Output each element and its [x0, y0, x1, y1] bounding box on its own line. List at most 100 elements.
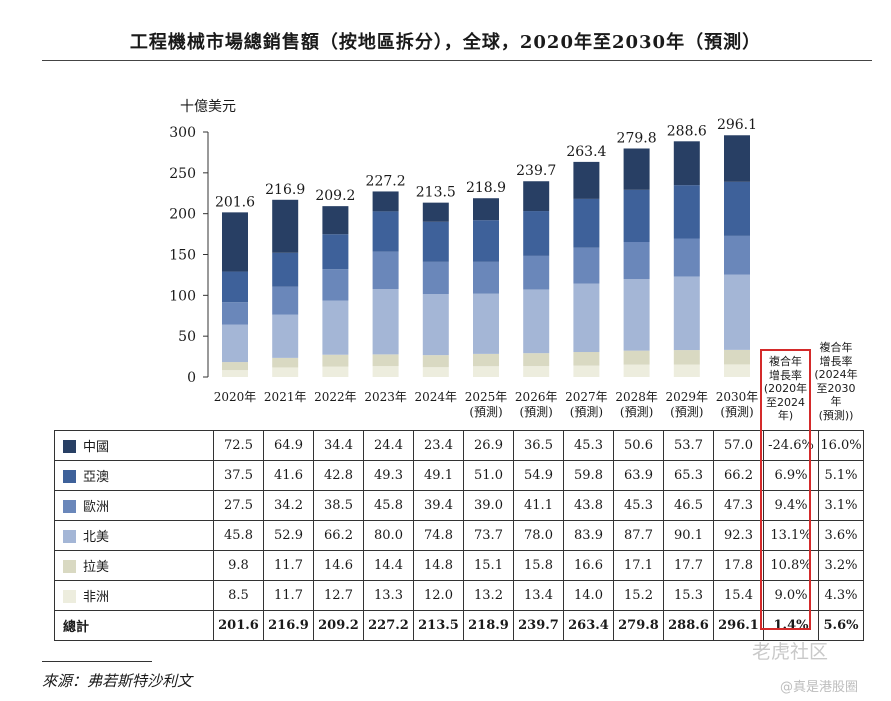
table-cell: 45.3	[563, 430, 614, 461]
bar-segment	[623, 242, 650, 279]
bar-segment	[473, 220, 499, 262]
y-tick-label: 50	[178, 329, 196, 345]
bar-segment	[272, 199, 299, 253]
data-table: 中國 72.5 64.9 34.4 24.4 23.4 26.9 36.5 45.3 50.6 53…	[54, 430, 864, 641]
total-data-label: 263.4	[566, 144, 606, 160]
cagr-2024-2030-cell: 16.0%	[818, 430, 864, 461]
region-label: 拉美	[54, 550, 214, 581]
table-row: 非洲 8.5 11.7 12.7 13.3 12.0 13.2 13.4 14.0 15.2 15.…	[54, 580, 864, 611]
x-tick-label: 2024年	[415, 390, 458, 404]
bar-segment	[222, 212, 248, 272]
total-data-label: 218.9	[466, 180, 506, 196]
y-tick-label: 100	[169, 288, 196, 304]
total-data-label: 227.2	[366, 173, 406, 189]
total-data-label: 216.9	[265, 182, 305, 198]
cagr-2024-2030-cell: 4.3%	[818, 580, 864, 611]
cagr-2024-2030-cell: 5.1%	[818, 460, 864, 491]
table-cell: 38.5	[313, 490, 364, 521]
total-data-label: 288.6	[667, 123, 707, 139]
table-cell: 45.3	[613, 490, 664, 521]
table-cell: 201.6	[213, 610, 264, 641]
total-data-label: 209.2	[315, 188, 355, 204]
bar-segment	[673, 364, 700, 377]
table-cell: 15.4	[713, 580, 764, 611]
table-cell: 13.2	[463, 580, 514, 611]
bar-segment	[623, 350, 650, 365]
x-axis-labels: 2020年 2021年 2022年 2023年 2024年 2025年(預測)2026年(…	[214, 390, 759, 419]
cagr-2020-2024-cell: 10.8%	[763, 550, 819, 581]
table-cell: 27.5	[213, 490, 264, 521]
total-data-label: 239.7	[516, 163, 556, 179]
bar-segment	[623, 189, 650, 243]
region-label: 非洲	[54, 580, 214, 611]
table-cell: 66.2	[713, 460, 764, 491]
watermark-secondary: @真是港股圈	[780, 680, 859, 695]
table-cell: 49.3	[363, 460, 414, 491]
bar-segment	[724, 181, 750, 236]
bar-segment	[573, 365, 600, 377]
bar-segment	[372, 366, 399, 377]
cagr-2024-2030-header: 複合年 增長率 (2024年 至2030年 (預測))	[813, 341, 859, 422]
bar-segment	[272, 367, 299, 377]
bar-segment	[372, 354, 399, 367]
y-tick-label: 200	[169, 207, 196, 223]
cagr-2024-2030-cell: 3.6%	[818, 520, 864, 551]
y-axis-unit-label: 十億美元	[180, 99, 236, 115]
total-data-label: 279.8	[617, 130, 657, 146]
bar-segment	[322, 354, 349, 367]
bar-segment	[222, 324, 248, 363]
table-cell: 216.9	[263, 610, 314, 641]
x-tick-label: 2020年	[214, 390, 257, 404]
x-tick-label: 2028年	[615, 390, 658, 404]
table-cell: 16.6	[563, 550, 614, 581]
bar-segment	[222, 271, 248, 303]
x-tick-sublabel: (預測)	[670, 405, 703, 419]
bar-segment	[573, 283, 600, 353]
bar-segment	[724, 235, 750, 275]
bar-segment	[573, 161, 600, 199]
legend-swatch	[63, 440, 76, 453]
cagr-header-line: 增長率	[819, 354, 853, 368]
x-tick-label: 2026年	[515, 390, 558, 404]
bar-segment	[422, 367, 449, 377]
table-cell: 43.8	[563, 490, 614, 521]
cagr-header-line: (預測))	[818, 408, 854, 422]
table-cell: 45.8	[363, 490, 414, 521]
region-label: 亞澳	[54, 460, 214, 491]
legend-swatch	[63, 470, 76, 483]
bar-segment	[673, 141, 700, 186]
region-name: 中國	[83, 440, 110, 455]
bar-segment	[372, 251, 399, 290]
region-name: 非洲	[83, 590, 110, 605]
bar-segment	[272, 357, 299, 368]
table-cell: 59.8	[563, 460, 614, 491]
bar-segment	[673, 350, 700, 365]
cagr-2024-2030-cell: 3.2%	[818, 550, 864, 581]
table-cell: 73.7	[463, 520, 514, 551]
bar-segment	[523, 366, 550, 377]
bar-segment	[473, 198, 499, 221]
bar-segment	[523, 255, 550, 290]
cagr-header-line: (2024年	[814, 368, 858, 381]
table-row: 中國 72.5 64.9 34.4 24.4 23.4 26.9 36.5 45.3 50.6 53…	[54, 430, 864, 461]
table-cell: 12.7	[313, 580, 364, 611]
table-cell: 13.4	[513, 580, 564, 611]
table-cell: 63.9	[613, 460, 664, 491]
table-cell: 17.1	[613, 550, 664, 581]
table-cell: 42.8	[313, 460, 364, 491]
x-tick-label: 2022年	[314, 390, 357, 404]
table-cell: 87.7	[613, 520, 664, 551]
table-cell: 14.8	[413, 550, 464, 581]
bar-segment	[473, 353, 499, 367]
cagr-2020-2024-cell: 9.0%	[763, 580, 819, 611]
bar-segment	[473, 366, 499, 377]
watermark-primary: 老虎社区	[752, 641, 829, 663]
bar-segment	[623, 279, 650, 351]
table-cell: 64.9	[263, 430, 314, 461]
table-cell: 49.1	[413, 460, 464, 491]
bar-segment	[523, 181, 550, 212]
bar-segment	[523, 353, 550, 367]
table-cell: 74.8	[413, 520, 464, 551]
bar-segment	[422, 221, 449, 262]
table-cell: 57.0	[713, 430, 764, 461]
